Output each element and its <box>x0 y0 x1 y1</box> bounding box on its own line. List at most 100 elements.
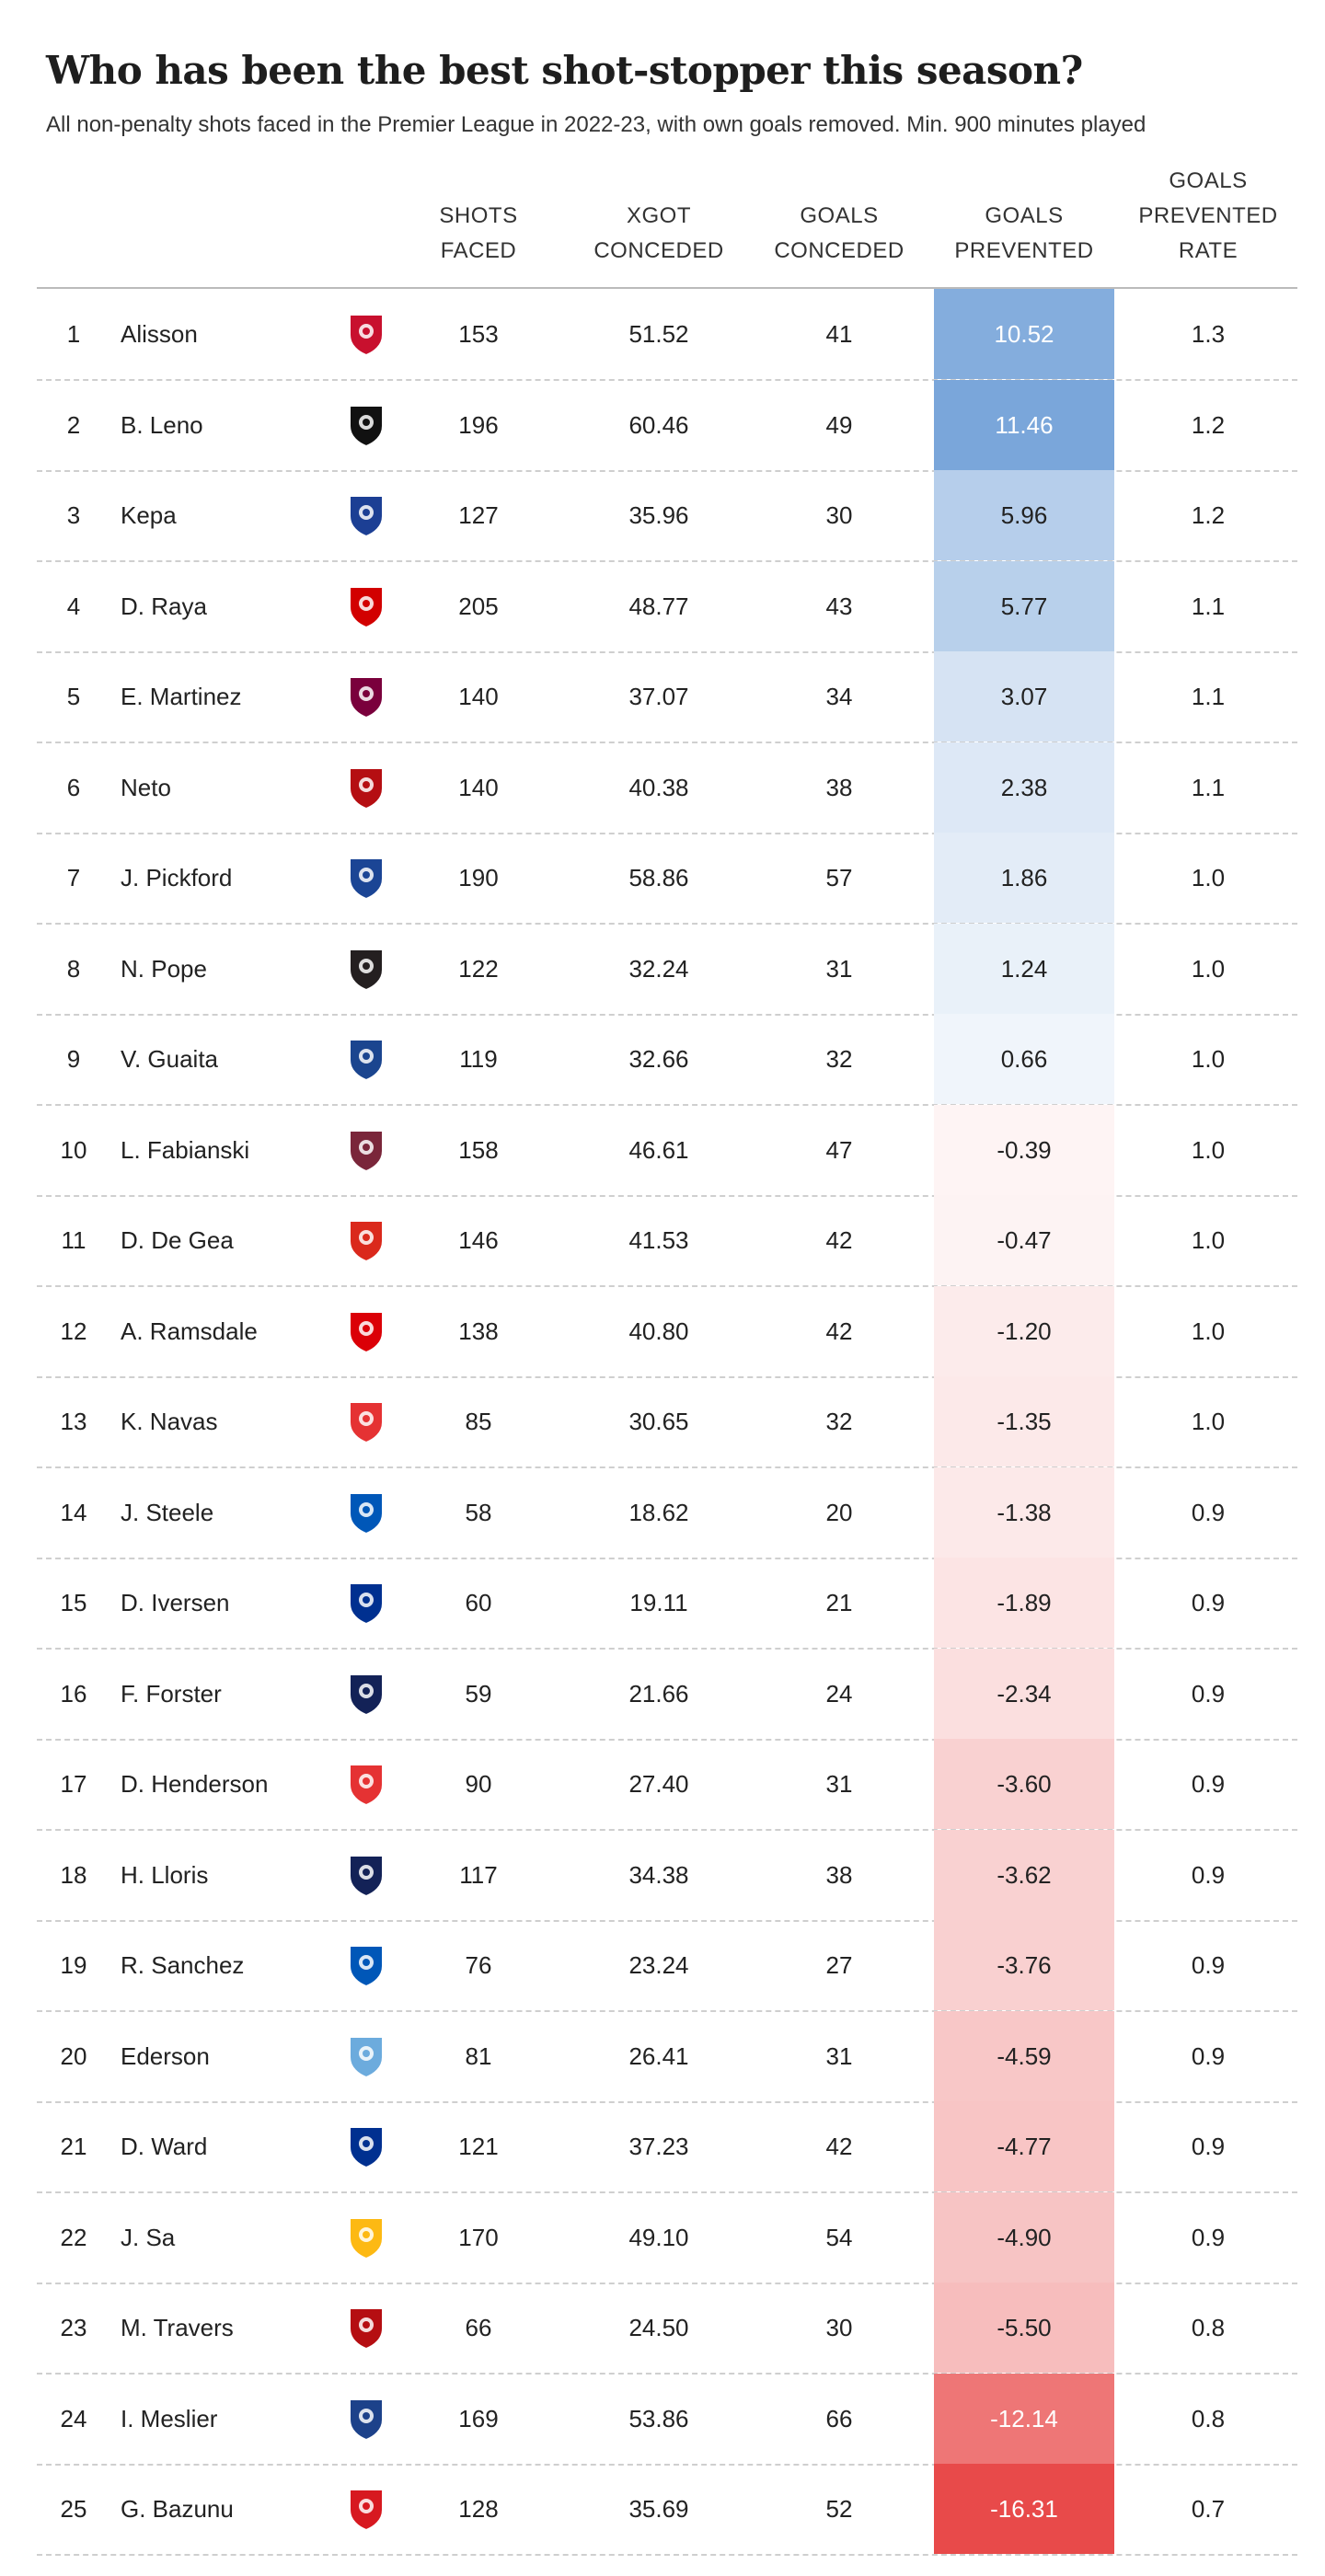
goals-prevented-value: -4.59 <box>997 2041 1052 2070</box>
table-row: 6 Neto 140 40.38 38 2.38 1.1 <box>37 742 1297 834</box>
rank-cell: 17 <box>60 1770 87 1798</box>
goals-prevented-value: -3.62 <box>997 1860 1052 1889</box>
xgot-conceded-value: 19.11 <box>629 1589 688 1616</box>
goals-prevented-bar <box>934 470 1114 560</box>
header-line: CONCEDED <box>593 238 724 263</box>
goals-conceded-value: 38 <box>825 1860 853 1889</box>
newcastle-crest-icon <box>329 924 388 1014</box>
table-row: 24 I. Meslier 169 53.86 66 -12.14 0.8 <box>37 2373 1297 2466</box>
player-name: A. Ramsdale <box>121 1317 258 1345</box>
fulham-crest-icon <box>329 380 388 470</box>
player-name: Alisson <box>121 320 198 348</box>
table-row: 22 J. Sa 170 49.10 54 -4.90 0.9 <box>37 2191 1297 2284</box>
chart-title: Who has been the best shot-stopper this … <box>46 48 1083 93</box>
goals-prevented-value: 11.46 <box>995 410 1054 439</box>
player-name: D. Henderson <box>121 1770 269 1798</box>
goals-prevented-rate-value: 1.1 <box>1191 683 1226 710</box>
bournemouth-crest-icon <box>329 2283 388 2373</box>
shots-faced-value: 169 <box>458 2404 499 2432</box>
goals-prevented-value: 1.86 <box>1000 864 1048 891</box>
goals-prevented-bar <box>934 1195 1114 1285</box>
header-line: GOALS <box>800 203 879 228</box>
header-goals-conceded: GOALS CONCEDED <box>749 199 929 269</box>
arsenal-crest-icon <box>329 1286 388 1376</box>
header-shots-faced: SHOTS FACED <box>388 199 569 269</box>
header-line: CONCEDED <box>774 238 904 263</box>
chart-subtitle: All non-penalty shots faced in the Premi… <box>46 112 1146 137</box>
leicester-crest-icon <box>329 1558 388 1648</box>
goals-prevented-bar <box>934 2101 1114 2191</box>
xgot-conceded-value: 41.53 <box>628 1226 689 1254</box>
liverpool-crest-icon <box>329 289 388 379</box>
table-row: 11 D. De Gea 146 41.53 42 -0.47 1.0 <box>37 1195 1297 1287</box>
shots-faced-value: 66 <box>465 2314 492 2341</box>
brighton-crest-icon <box>329 1467 388 1558</box>
player-name: D. Iversen <box>121 1589 230 1616</box>
shots-faced-value: 60 <box>465 1589 492 1616</box>
xgot-conceded-value: 32.66 <box>628 1045 689 1073</box>
goals-prevented-value: -0.47 <box>997 1226 1052 1254</box>
goals-prevented-bar <box>934 560 1114 651</box>
goals-prevented-rate-value: 0.9 <box>1191 1498 1226 1526</box>
goals-prevented-value: -2.34 <box>997 1679 1052 1708</box>
shots-faced-value: 59 <box>465 1679 492 1708</box>
goals-conceded-value: 30 <box>825 501 853 529</box>
header-line: RATE <box>1178 238 1239 263</box>
goals-prevented-bar <box>934 742 1114 833</box>
rank-cell: 21 <box>60 2133 87 2160</box>
brentford-crest-icon <box>329 561 388 651</box>
shots-faced-value: 190 <box>458 864 499 891</box>
table-row: 18 H. Lloris 117 34.38 38 -3.62 0.9 <box>37 1829 1297 1922</box>
xgot-conceded-value: 58.86 <box>628 864 689 891</box>
forest-crest-icon <box>329 1739 388 1829</box>
header-goals-prevented-rate: GOALS PREVENTED RATE <box>1118 164 1298 269</box>
shots-faced-value: 153 <box>458 320 499 348</box>
xgot-conceded-value: 21.66 <box>628 1679 689 1708</box>
shots-faced-value: 122 <box>458 954 499 983</box>
goals-conceded-value: 57 <box>825 864 853 891</box>
table-row: 4 D. Raya 205 48.77 43 5.77 1.1 <box>37 560 1297 653</box>
rank-cell: 11 <box>61 1226 86 1254</box>
goals-conceded-value: 20 <box>825 1498 853 1526</box>
table-row: 25 G. Bazunu 128 35.69 52 -16.31 0.7 <box>37 2464 1297 2556</box>
shots-faced-value: 85 <box>465 1408 492 1435</box>
man-utd-crest-icon <box>329 1195 388 1285</box>
table-row: 5 E. Martinez 140 37.07 34 3.07 1.1 <box>37 651 1297 743</box>
goals-conceded-value: 34 <box>825 683 853 710</box>
player-name: J. Pickford <box>121 864 233 891</box>
rank-cell: 24 <box>60 2404 87 2432</box>
goals-prevented-bar <box>934 1648 1114 1739</box>
goals-prevented-bar <box>934 379 1114 470</box>
player-name: J. Sa <box>121 2223 176 2251</box>
forest-crest-icon <box>329 1376 388 1466</box>
goals-prevented-value: -1.35 <box>997 1408 1052 1435</box>
goals-prevented-rate-value: 1.2 <box>1191 501 1226 529</box>
goals-prevented-rate-value: 1.0 <box>1191 1045 1226 1073</box>
goals-prevented-rate-value: 1.2 <box>1191 410 1226 439</box>
xgot-conceded-value: 48.77 <box>628 592 689 620</box>
goals-prevented-rate-value: 0.9 <box>1191 2133 1226 2160</box>
header-line: PREVENTED <box>1138 203 1278 228</box>
xgot-conceded-value: 24.50 <box>628 2314 689 2341</box>
player-name: I. Meslier <box>121 2404 218 2432</box>
goals-prevented-value: -4.77 <box>997 2133 1052 2160</box>
xgot-conceded-value: 18.62 <box>628 1498 689 1526</box>
shots-faced-value: 158 <box>458 1135 499 1164</box>
goals-conceded-value: 42 <box>825 1317 853 1345</box>
goals-prevented-bar <box>934 923 1114 1014</box>
rank-cell: 9 <box>66 1045 81 1073</box>
rank-cell: 25 <box>60 2495 87 2523</box>
goals-prevented-bar <box>934 2010 1114 2101</box>
goals-prevented-value: -1.38 <box>997 1498 1052 1526</box>
goals-prevented-rate-value: 0.7 <box>1191 2495 1226 2523</box>
xgot-conceded-value: 30.65 <box>628 1408 689 1435</box>
xgot-conceded-value: 51.52 <box>628 320 689 348</box>
goals-prevented-rate-value: 0.9 <box>1191 2223 1226 2251</box>
west-ham-crest-icon <box>329 1105 388 1195</box>
goals-prevented-value: -3.60 <box>997 1770 1052 1798</box>
rank-cell: 8 <box>66 954 81 983</box>
shots-faced-value: 58 <box>465 1498 492 1526</box>
leicester-crest-icon <box>329 2101 388 2191</box>
table-row: 1 Alisson 153 51.52 41 10.52 1.3 <box>37 289 1297 381</box>
goals-prevented-rate-value: 0.9 <box>1191 1770 1226 1798</box>
